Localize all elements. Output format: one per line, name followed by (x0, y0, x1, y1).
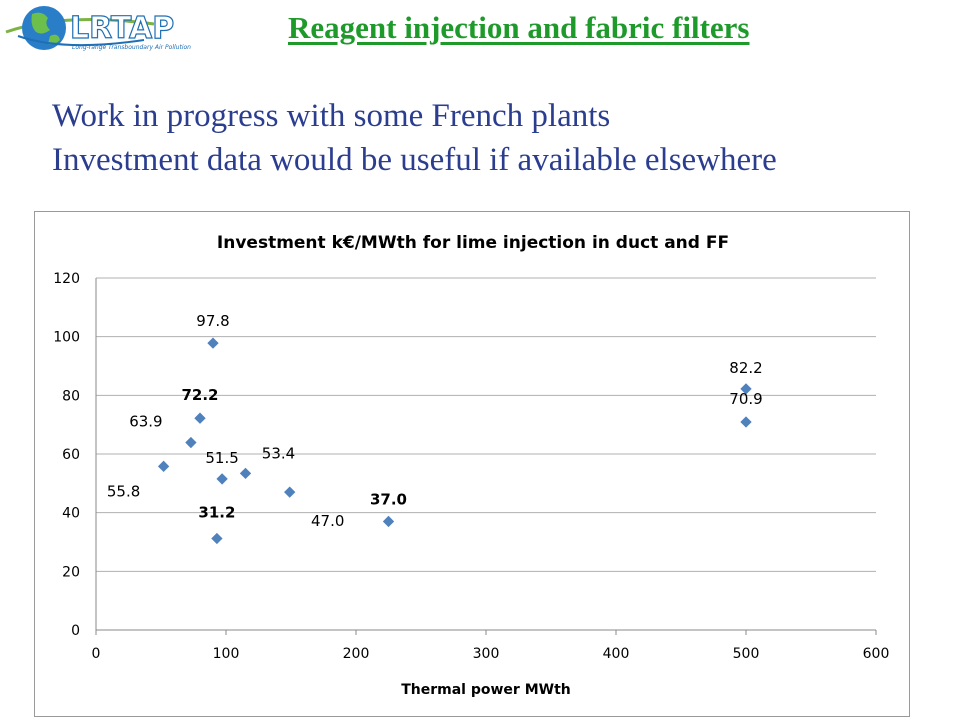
x-tick-label: 400 (603, 646, 630, 662)
data-point (157, 460, 170, 472)
tick-labels: 0 20 40 60 80 100 120 0 100 200 300 400 500 600 (53, 271, 889, 662)
x-tick-label: 0 (92, 646, 101, 662)
chart-title: Investment k€/MWth for lime injection in… (217, 233, 729, 253)
globe-land (31, 12, 50, 34)
data-point (740, 416, 752, 428)
data-point (740, 383, 752, 395)
data-label: 82.2 (729, 359, 762, 377)
data-point (207, 337, 219, 349)
y-tick-label: 120 (53, 271, 80, 287)
body-line-1: Work in progress with some French plants (52, 98, 611, 134)
data-label: 51.5 (205, 449, 238, 467)
data-label: 37.0 (370, 490, 407, 508)
logo-orbit (17, 35, 145, 47)
data-label: 31.2 (198, 503, 235, 521)
x-tick-label: 300 (473, 646, 500, 662)
x-tick-label: 100 (213, 646, 240, 662)
logo-subtitle: Long-range Transboundary Air Pollution (72, 44, 191, 51)
data-point (185, 436, 197, 449)
body-line-2: Investment data would be useful if avail… (52, 142, 777, 178)
y-tick-label: 60 (62, 447, 80, 463)
gridlines (96, 277, 876, 572)
data-point (216, 473, 228, 485)
x-tick-label: 600 (863, 646, 890, 662)
data-point (382, 515, 395, 528)
data-point (239, 467, 252, 480)
x-tick-label: 500 (733, 646, 760, 662)
data-label: 63.9 (129, 413, 162, 431)
y-tick-label: 80 (62, 388, 80, 404)
globe-land-2 (48, 34, 60, 45)
y-tick-label: 0 (71, 623, 80, 639)
data-label: 97.8 (196, 312, 229, 330)
data-labels: 55.8 63.9 72.2 97.8 31.2 51.5 53.4 47.0 37.0 82.2… (107, 312, 763, 530)
data-label: 47.0 (311, 512, 344, 530)
logo-swoosh (5, 18, 155, 34)
data-label: 70.9 (729, 390, 762, 408)
axes (95, 278, 877, 635)
data-point (194, 412, 206, 424)
data-label: 55.8 (107, 482, 140, 500)
slide-title: Reagent injection and fabric filters (288, 10, 750, 45)
y-tick-label: 40 (62, 506, 80, 522)
lrtap-logo: LRTAP Long-range Transboundary Air Pollu… (4, 2, 204, 56)
y-tick-label: 20 (62, 564, 80, 580)
y-tick-label: 100 (53, 330, 80, 346)
x-axis-title: Thermal power MWth (401, 682, 571, 698)
data-point (284, 486, 296, 498)
data-label: 72.2 (181, 386, 218, 404)
scatter-chart: Investment k€/MWth for lime injection in… (53, 233, 889, 698)
data-label: 53.4 (262, 444, 295, 462)
logo-text: LRTAP (70, 11, 174, 46)
data-points (157, 337, 752, 545)
chart-frame: Investment k€/MWth for lime injection in… (34, 211, 910, 717)
data-point (211, 532, 223, 545)
x-tick-label: 200 (343, 646, 370, 662)
